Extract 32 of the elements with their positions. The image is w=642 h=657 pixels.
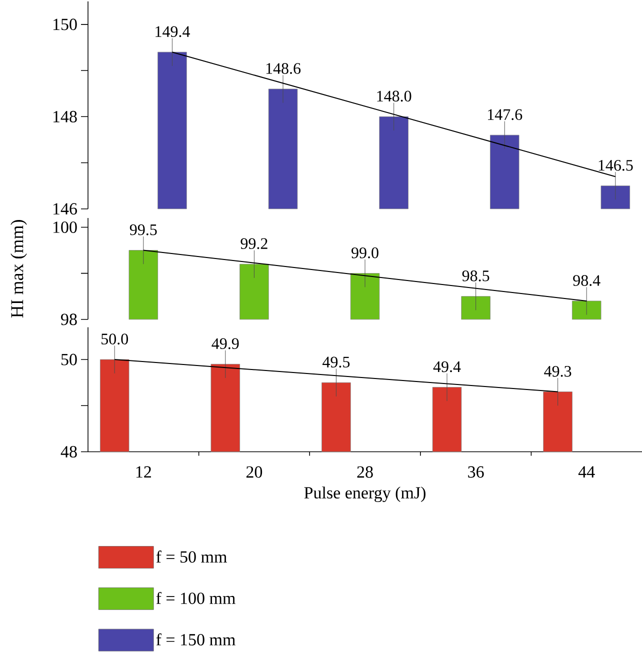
data-label: 99.0	[352, 247, 378, 258]
data-label: 98.5	[462, 270, 490, 282]
y-tick-label: 148	[53, 110, 77, 122]
legend-label: f = 50 mm	[156, 550, 227, 563]
x-tick-label: 44	[578, 466, 595, 478]
data-label: 148.6	[266, 63, 301, 74]
y-tick-label: 50	[61, 354, 77, 366]
x-axis-title: Pulse energy (mJ)	[304, 486, 426, 502]
data-label: 148.0	[377, 90, 412, 102]
x-tick-label: 20	[246, 466, 262, 478]
data-label: 49.9	[212, 338, 239, 350]
y-axis-title: HI max (mm)	[10, 220, 27, 318]
legend-label: f = 150 mm	[156, 633, 236, 646]
data-label: 49.3	[544, 366, 572, 377]
data-label: 49.5	[322, 356, 350, 368]
data-label: 149.4	[156, 26, 190, 38]
x-tick-label: 36	[468, 466, 484, 478]
y-tick-label: 48	[60, 446, 77, 458]
data-label: 146.5	[598, 160, 633, 171]
data-label: 99.5	[130, 224, 157, 236]
data-label: 99.2	[240, 238, 268, 250]
data-label: 147.6	[488, 109, 522, 120]
y-tick-label: 98	[61, 314, 77, 326]
y-tick-label: 146	[53, 203, 77, 215]
y-tick-label: 150	[53, 18, 77, 30]
y-tick-label: 100	[53, 221, 77, 233]
data-label: 50.0	[102, 334, 128, 345]
data-label: 49.4	[433, 361, 461, 372]
legend-label: f = 100 mm	[156, 592, 236, 604]
data-label: 98.4	[573, 275, 600, 286]
x-tick-label: 28	[357, 466, 373, 478]
x-tick-label: 12	[136, 466, 151, 478]
